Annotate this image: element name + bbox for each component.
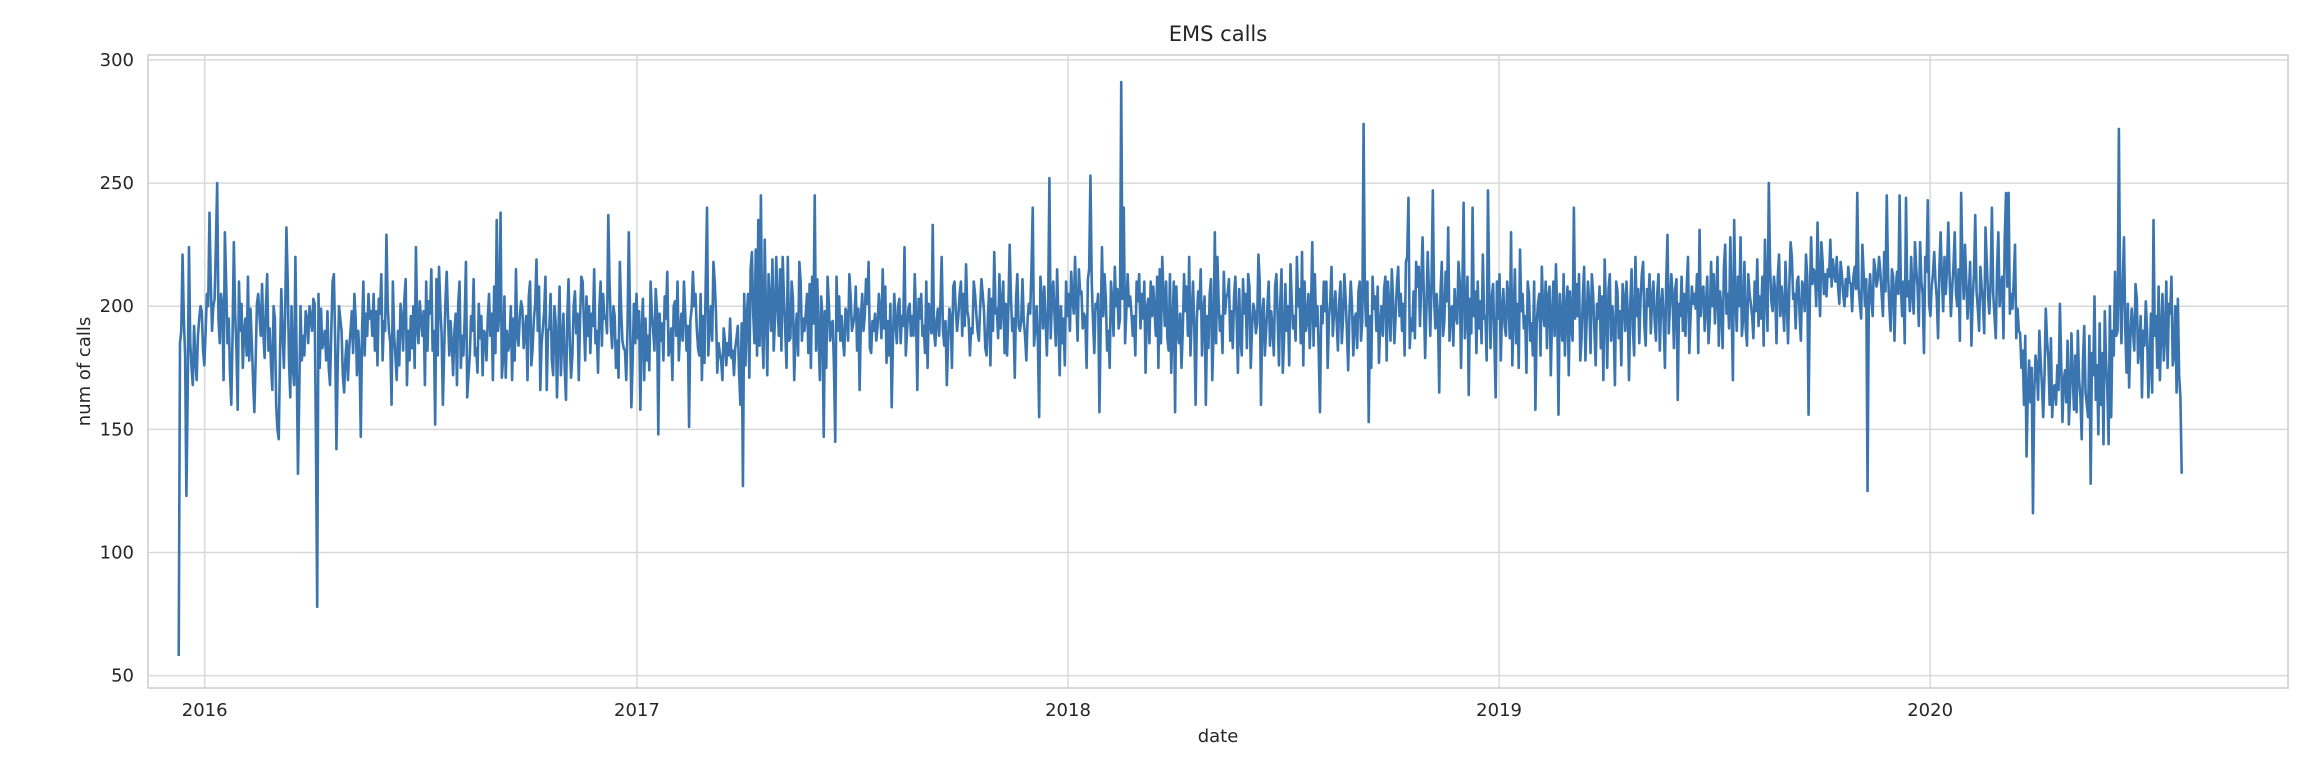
x-axis-label: date xyxy=(1198,726,1239,747)
x-tick-label: 2016 xyxy=(182,700,228,721)
vertical-gridlines xyxy=(203,55,1931,688)
x-tick-label: 2017 xyxy=(614,700,660,721)
plot-frame xyxy=(147,54,2289,689)
y-axis-label: num of calls xyxy=(74,317,95,426)
chart-title: EMS calls xyxy=(1169,22,1267,46)
y-tick-label: 50 xyxy=(111,666,134,687)
series-line-ems-calls xyxy=(177,80,2184,656)
x-tick-label: 2019 xyxy=(1476,700,1522,721)
y-tick-labels: 50 100 150 200 250 300 xyxy=(100,50,134,687)
y-tick-label: 150 xyxy=(100,419,134,440)
y-tick-label: 100 xyxy=(100,543,134,564)
x-tick-label: 2018 xyxy=(1045,700,1091,721)
y-tick-label: 300 xyxy=(100,50,134,71)
x-tick-label: 2020 xyxy=(1907,700,1953,721)
x-tick-labels: 2016 2017 2018 2019 2020 xyxy=(182,700,1953,721)
y-tick-label: 250 xyxy=(100,173,134,194)
y-tick-label: 200 xyxy=(100,296,134,317)
